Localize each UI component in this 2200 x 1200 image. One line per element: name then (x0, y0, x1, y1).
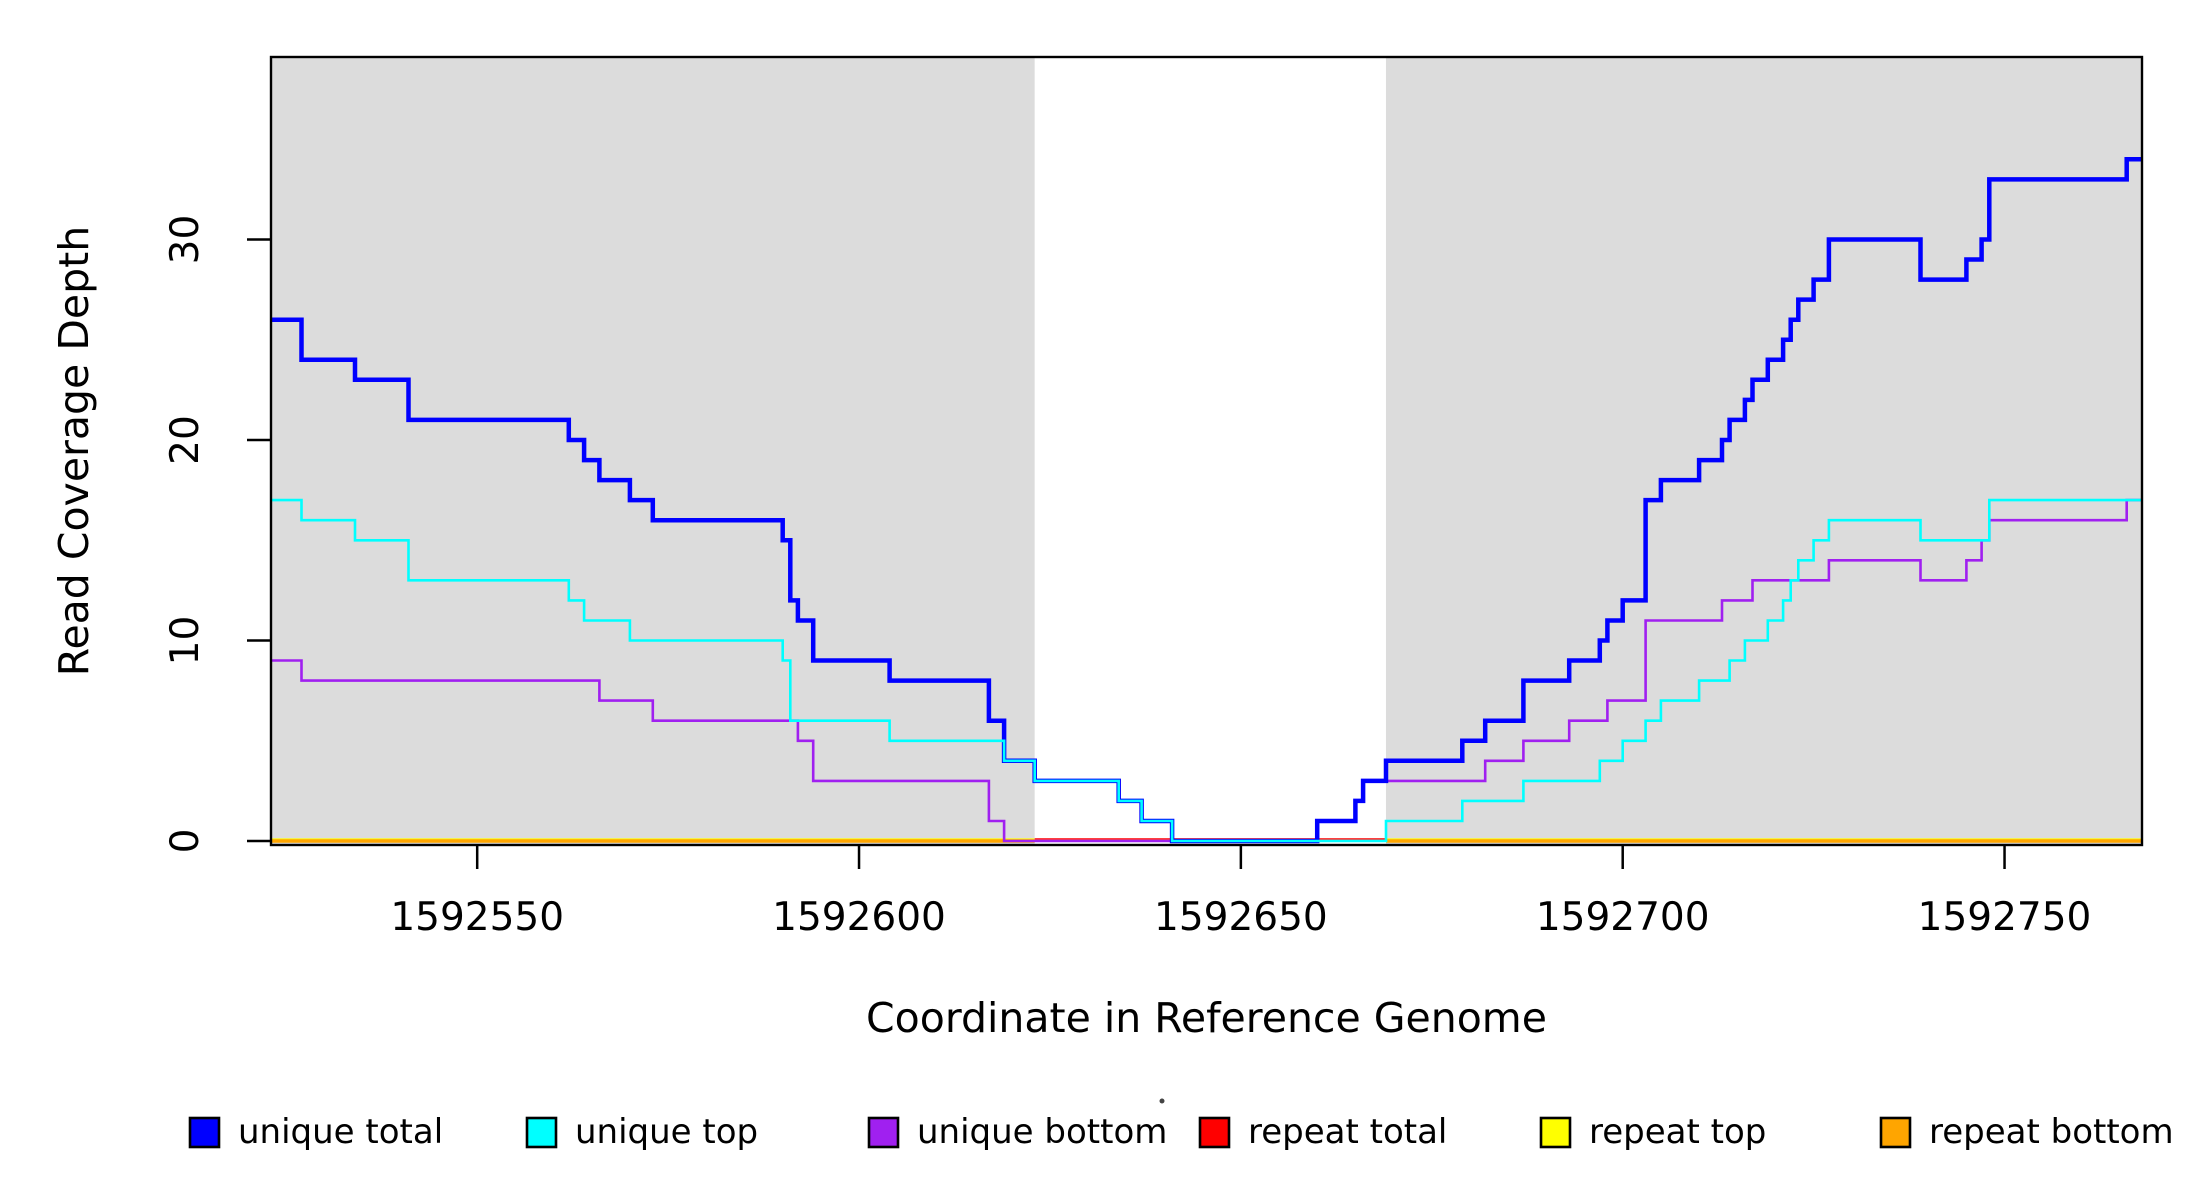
gray-shaded-region-right (1385, 57, 2142, 845)
legend-item-repeat-bottom: repeat bottom (1879, 1112, 2174, 1152)
x-tick: 1592650 (1154, 845, 1328, 940)
legend-label-unique-total: unique total (238, 1112, 443, 1152)
x-tick: 1592550 (390, 845, 564, 940)
series-lines (271, 157, 2142, 844)
y-tick: 0 (163, 829, 271, 854)
legend-swatch-unique-top-icon (525, 1116, 558, 1149)
x-tick: 1592600 (772, 845, 946, 940)
y-tick-label: 10 (163, 616, 208, 666)
y-tick: 10 (163, 616, 271, 666)
series-unique-bottom-line (271, 498, 2142, 843)
legend-item-unique-bottom: unique bottom (867, 1112, 1167, 1152)
x-tick-label: 1592750 (1918, 895, 2092, 940)
series-unique-total-line (271, 157, 2142, 844)
y-axis: 0 10 20 30 Read Coverage Depth (50, 215, 271, 854)
plot-border (269, 55, 2144, 847)
x-tick-label: 1592600 (772, 895, 946, 940)
legend-label-repeat-bottom: repeat bottom (1929, 1112, 2174, 1152)
background-shading (271, 57, 2142, 845)
legend: unique total unique top unique bottom repea… (188, 1098, 2174, 1152)
y-axis-title: Read Coverage Depth (50, 226, 98, 676)
legend-label-repeat-top: repeat top (1589, 1112, 1766, 1152)
legend-swatch-repeat-top-icon (1539, 1116, 1572, 1149)
x-axis-title: Coordinate in Reference Genome (866, 994, 1547, 1042)
legend-label-unique-bottom: unique bottom (917, 1112, 1167, 1152)
legend-swatch-unique-total-icon (188, 1116, 221, 1149)
gray-shaded-region-left (271, 57, 1035, 845)
legend-item-unique-total: unique total (188, 1112, 443, 1152)
x-tick-label: 1592650 (1154, 895, 1328, 940)
legend-item-repeat-total: repeat total (1198, 1112, 1447, 1152)
y-tick: 20 (163, 415, 271, 465)
legend-swatch-unique-bottom-icon (867, 1116, 900, 1149)
series-unique-top-line (271, 498, 2142, 843)
legend-item-unique-top: unique top (525, 1112, 758, 1152)
x-tick-label: 1592550 (390, 895, 564, 940)
x-tick-label: 1592700 (1536, 895, 1710, 940)
legend-label-repeat-total: repeat total (1248, 1112, 1447, 1152)
legend-item-repeat-top: repeat top (1539, 1112, 1766, 1152)
x-axis: 1592550 1592600 1592650 1592700 1592750 Coord… (390, 845, 2091, 1042)
x-tick: 1592750 (1918, 845, 2092, 940)
legend-swatch-repeat-total-icon (1198, 1116, 1231, 1149)
x-tick: 1592700 (1536, 845, 1710, 940)
y-tick: 30 (163, 215, 271, 265)
legend-label-unique-top: unique top (575, 1112, 758, 1152)
stray-dot-mark (1159, 1098, 1165, 1104)
legend-swatch-repeat-bottom-icon (1879, 1116, 1912, 1149)
y-tick-label: 30 (163, 215, 208, 265)
y-tick-label: 20 (163, 415, 208, 465)
y-tick-label: 0 (163, 829, 208, 854)
